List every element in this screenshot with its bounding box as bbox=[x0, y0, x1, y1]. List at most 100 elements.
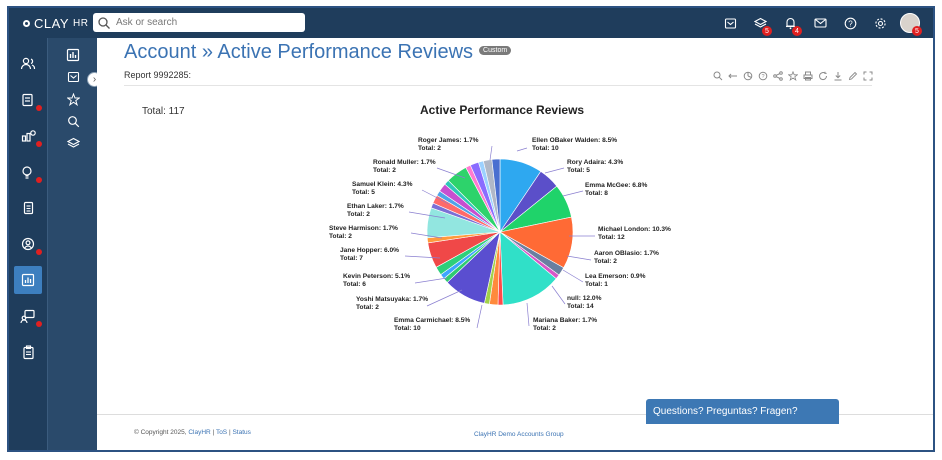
subnav-item-inbox[interactable] bbox=[48, 66, 98, 88]
undo-icon[interactable] bbox=[727, 70, 738, 81]
user-avatar[interactable]: 5 bbox=[895, 12, 925, 36]
pie-leader-line bbox=[566, 255, 592, 261]
pie-label: Ellen OBaker Walden: 8.5% Total: 10 bbox=[532, 137, 617, 152]
print-icon[interactable] bbox=[802, 70, 813, 81]
layers-badge: 5 bbox=[762, 26, 772, 36]
sidebar-item-profile[interactable] bbox=[9, 226, 47, 262]
status-link[interactable]: Status bbox=[232, 429, 251, 436]
pie-label: Roger James: 1.7% Total: 2 bbox=[418, 137, 479, 152]
money-icon bbox=[21, 130, 36, 142]
pie-leader-line bbox=[544, 167, 565, 174]
pie-label: Rory Adaira: 4.3% Total: 5 bbox=[567, 159, 623, 174]
pie-label: Ethan Laker: 1.7% Total: 2 bbox=[347, 203, 404, 218]
sidebar-item-training[interactable] bbox=[9, 298, 47, 334]
document-icon bbox=[23, 201, 33, 215]
pie-label: Michael London: 10.3% Total: 12 bbox=[598, 226, 671, 241]
sub-sidebar bbox=[47, 38, 98, 450]
pie-label: Ronald Muller: 1.7% Total: 2 bbox=[373, 159, 436, 174]
separator: | bbox=[228, 429, 231, 436]
pie-label: Lea Emerson: 0.9% Total: 1 bbox=[585, 273, 646, 288]
help-icon[interactable]: ? bbox=[757, 70, 768, 81]
pie-leader-line bbox=[562, 269, 584, 283]
search-icon bbox=[98, 16, 110, 29]
search-box[interactable] bbox=[93, 13, 305, 32]
pie-leader-line bbox=[526, 302, 530, 327]
svg-text:?: ? bbox=[761, 74, 764, 80]
pie-label: Yoshi Matsuyaka: 1.7% Total: 2 bbox=[356, 296, 428, 311]
subnav-item-charts[interactable] bbox=[48, 44, 98, 66]
svg-text:?: ? bbox=[848, 19, 853, 28]
pie-leader-line bbox=[426, 289, 463, 307]
pie-label: Emma Carmichael: 8.5% Total: 10 bbox=[394, 317, 470, 332]
star-icon bbox=[66, 92, 80, 106]
pie-slice[interactable] bbox=[499, 231, 557, 306]
pie-label: Emma McGee: 6.8% Total: 8 bbox=[585, 182, 647, 197]
chart-toolbar: ? bbox=[712, 70, 873, 81]
sidebar-item-id-card[interactable] bbox=[9, 82, 47, 118]
logo-text: CLAY bbox=[34, 16, 69, 31]
star-icon[interactable] bbox=[787, 70, 798, 81]
chevron-right-icon: › bbox=[92, 74, 97, 85]
pie-leader-line bbox=[414, 277, 448, 284]
tos-link[interactable]: ToS bbox=[215, 429, 228, 436]
pie-chart: Roger James: 1.7% Total: 2 Ellen OBaker W… bbox=[329, 137, 671, 332]
share-icon[interactable] bbox=[772, 70, 783, 81]
reports-icon bbox=[21, 273, 35, 287]
inbox-icon bbox=[67, 71, 79, 83]
clayhr-link[interactable]: ClayHR bbox=[188, 429, 211, 436]
notification-dot bbox=[36, 321, 42, 327]
notification-dot bbox=[36, 249, 42, 255]
sidebar-item-people[interactable] bbox=[9, 46, 47, 82]
report-id: Report 9992285: bbox=[124, 70, 192, 80]
logo[interactable]: CLAY HR bbox=[23, 16, 88, 31]
lightbulb-icon bbox=[22, 165, 32, 179]
top-icons: 5 4 ? 5 bbox=[715, 12, 925, 36]
edit-icon[interactable] bbox=[847, 70, 858, 81]
pie-leader-line bbox=[476, 304, 483, 329]
refresh-icon[interactable] bbox=[817, 70, 828, 81]
inbox-icon[interactable] bbox=[715, 12, 745, 34]
download-icon[interactable] bbox=[832, 70, 843, 81]
pie-leader-line bbox=[551, 285, 566, 305]
pie-leader-line bbox=[421, 189, 450, 205]
pie-label: Kevin Peterson: 5.1% Total: 6 bbox=[343, 273, 410, 288]
sidebar-item-documents[interactable] bbox=[9, 190, 47, 226]
gear-icon[interactable] bbox=[865, 12, 895, 34]
account-group-link[interactable]: ClayHR Demo Accounts Group bbox=[474, 431, 564, 438]
search-icon bbox=[67, 115, 79, 127]
app-window: CLAY HR 5 4 ? bbox=[7, 6, 935, 452]
help-chat-button[interactable]: Questions? Preguntas? Fragen? bbox=[646, 399, 839, 424]
notification-dot bbox=[36, 141, 42, 147]
pie-chart-icon[interactable] bbox=[742, 70, 753, 81]
mail-icon[interactable] bbox=[805, 12, 835, 34]
custom-badge: Custom bbox=[479, 46, 512, 56]
notification-dot bbox=[36, 105, 42, 111]
sidebar-item-reports[interactable] bbox=[14, 266, 42, 294]
separator: | bbox=[212, 429, 215, 436]
sidebar-item-ideas[interactable] bbox=[9, 154, 47, 190]
training-icon bbox=[20, 309, 35, 323]
fullscreen-icon[interactable] bbox=[862, 70, 873, 81]
bar-chart-icon bbox=[66, 48, 80, 62]
pie-slice[interactable] bbox=[491, 158, 501, 233]
subnav-item-favorites[interactable] bbox=[48, 88, 98, 110]
layers-icon[interactable]: 5 bbox=[745, 12, 775, 36]
pie-leader-line bbox=[408, 211, 446, 219]
search-input[interactable] bbox=[114, 16, 298, 29]
pie-leader-line bbox=[436, 167, 466, 179]
sidebar-item-money[interactable] bbox=[9, 118, 47, 154]
subnav-item-search[interactable] bbox=[48, 110, 98, 132]
pie-label: null: 12.0% Total: 14 bbox=[567, 295, 602, 310]
avatar-badge: 5 bbox=[912, 26, 922, 36]
notification-dot bbox=[36, 177, 42, 183]
bell-badge: 4 bbox=[792, 26, 802, 36]
help-icon[interactable]: ? bbox=[835, 12, 865, 34]
id-card-icon bbox=[22, 93, 33, 107]
zoom-icon[interactable] bbox=[712, 70, 723, 81]
sidebar-item-clipboard[interactable] bbox=[9, 334, 47, 370]
subnav-item-layers[interactable] bbox=[48, 132, 98, 154]
bell-icon[interactable]: 4 bbox=[775, 12, 805, 36]
pie-label: Mariana Baker: 1.7% Total: 2 bbox=[533, 317, 597, 332]
logo-suffix: HR bbox=[73, 18, 89, 29]
people-icon bbox=[20, 57, 36, 70]
